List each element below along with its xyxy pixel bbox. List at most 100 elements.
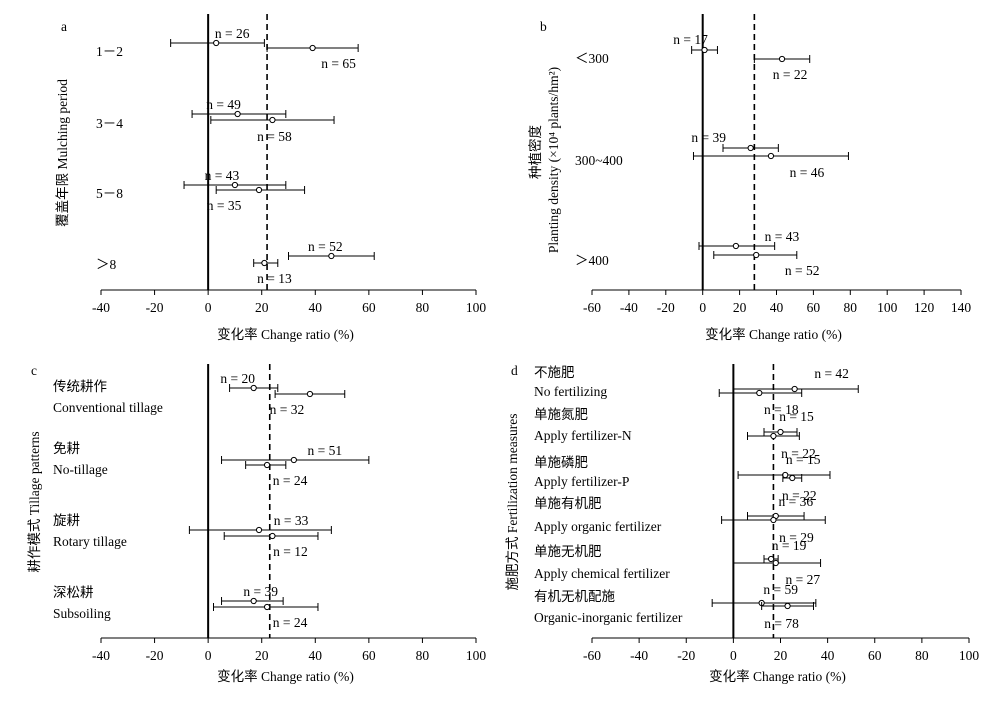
sample-size-label: n = 78 bbox=[764, 616, 799, 631]
x-tick-label: 60 bbox=[362, 300, 376, 315]
category-label: 单施有机肥 bbox=[534, 496, 602, 511]
x-tick-label: -40 bbox=[630, 648, 648, 663]
x-tick-label: -60 bbox=[583, 300, 601, 315]
sample-size-label: n = 43 bbox=[205, 168, 240, 183]
category-label: 单施无机肥 bbox=[534, 544, 602, 559]
sample-size-label: n = 24 bbox=[273, 615, 308, 630]
sample-size-label: n = 36 bbox=[778, 494, 813, 509]
mean-point bbox=[784, 602, 791, 610]
x-tick-label: 40 bbox=[309, 300, 323, 315]
category-label: 免耕 bbox=[53, 440, 80, 456]
sample-size-label: n = 39 bbox=[243, 584, 278, 599]
mean-point bbox=[701, 46, 708, 54]
mean-point bbox=[782, 471, 789, 479]
mean-point bbox=[263, 461, 271, 469]
sample-size-label: n = 32 bbox=[270, 402, 305, 417]
mean-point bbox=[767, 555, 775, 563]
category-label: ＞400 bbox=[575, 253, 609, 268]
y-axis-title: 覆盖年限 Mulching period bbox=[55, 79, 70, 227]
panel-c: c -40 -20 0 20 40 60 80 100 变化率 Change ratio (%) 耕… bbox=[26, 363, 486, 684]
x-tick-label: -20 bbox=[146, 300, 164, 315]
category-label: Apply chemical fertilizer bbox=[534, 566, 670, 581]
category-label: Subsoiling bbox=[53, 606, 111, 621]
x-tick-label: 140 bbox=[951, 300, 972, 315]
sample-size-label: n = 19 bbox=[772, 538, 807, 553]
y-axis-title: 种植密度 bbox=[527, 125, 543, 179]
category-label: Conventional tillage bbox=[53, 400, 163, 415]
category-label: No fertilizing bbox=[534, 384, 607, 399]
mean-point bbox=[309, 44, 316, 52]
x-tick-label: 40 bbox=[309, 648, 323, 663]
sample-size-label: n = 42 bbox=[814, 366, 849, 381]
sample-size-label: n = 29 bbox=[779, 530, 814, 545]
category-label: ＜300 bbox=[575, 51, 609, 66]
mean-point bbox=[770, 432, 777, 440]
x-tick-label: 80 bbox=[416, 648, 430, 663]
x-tick-label: 40 bbox=[821, 648, 835, 663]
mean-point bbox=[255, 186, 263, 194]
x-tick-label: -40 bbox=[620, 300, 638, 315]
mean-point bbox=[269, 116, 276, 124]
mean-point bbox=[290, 456, 297, 464]
x-tick-label: 0 bbox=[205, 648, 212, 663]
sample-size-label: n = 15 bbox=[779, 409, 814, 424]
x-tick-label: 0 bbox=[730, 648, 737, 663]
x-tick-label: 80 bbox=[915, 648, 929, 663]
x-tick-label: 80 bbox=[844, 300, 858, 315]
x-tick-label: 20 bbox=[733, 300, 747, 315]
x-tick-label: 60 bbox=[868, 648, 882, 663]
x-tick-label: 0 bbox=[699, 300, 706, 315]
panel-label: a bbox=[61, 19, 67, 34]
category-label: ＞8 bbox=[96, 257, 116, 272]
category-label: Apply fertilizer-P bbox=[534, 474, 629, 489]
x-tick-label: 120 bbox=[914, 300, 935, 315]
category-label: 3－4 bbox=[96, 116, 123, 131]
category-label: Rotary tillage bbox=[53, 534, 127, 549]
mean-point bbox=[753, 251, 760, 259]
sample-size-label: n = 12 bbox=[273, 544, 308, 559]
x-tick-label: -20 bbox=[657, 300, 675, 315]
panel-a: a -40 -20 0 20 40 60 80 100 变化率 Change ratio (%) 覆… bbox=[55, 14, 486, 342]
mean-point bbox=[306, 390, 314, 398]
panel-label: d bbox=[511, 363, 518, 378]
category-label: 单施氮肥 bbox=[534, 407, 588, 422]
sample-size-label: n = 52 bbox=[308, 239, 343, 254]
category-label: 1－2 bbox=[96, 44, 123, 59]
sample-size-label: n = 27 bbox=[785, 572, 820, 587]
x-tick-label: 20 bbox=[255, 300, 269, 315]
sample-size-label: n = 46 bbox=[790, 165, 825, 180]
sample-size-label: n = 49 bbox=[206, 97, 241, 112]
category-label: Apply fertilizer-N bbox=[534, 428, 632, 443]
sample-size-label: n = 35 bbox=[207, 198, 242, 213]
x-tick-label: 20 bbox=[774, 648, 788, 663]
panel-label: c bbox=[31, 363, 37, 378]
x-tick-label: -20 bbox=[146, 648, 164, 663]
x-tick-label: -40 bbox=[92, 648, 110, 663]
x-tick-label: 100 bbox=[959, 648, 980, 663]
x-tick-label: -20 bbox=[677, 648, 695, 663]
x-tick-label: 0 bbox=[205, 300, 212, 315]
x-tick-label: -40 bbox=[92, 300, 110, 315]
sample-size-label: n = 33 bbox=[274, 513, 309, 528]
mean-point bbox=[789, 474, 796, 482]
mean-point bbox=[778, 55, 786, 63]
sample-size-label: n = 22 bbox=[781, 446, 816, 461]
sample-size-label: n = 13 bbox=[257, 271, 292, 286]
sample-size-label: n = 24 bbox=[273, 473, 308, 488]
category-label: 深松耕 bbox=[53, 584, 94, 600]
panel-d: d -60 -40 -20 0 20 40 60 80 100 变化率 Change ratio (… bbox=[505, 363, 979, 684]
sample-size-label: n = 17 bbox=[673, 32, 708, 47]
mean-point bbox=[250, 384, 257, 392]
x-axis-title: 变化率 Change ratio (%) bbox=[709, 668, 846, 684]
sample-size-label: n = 39 bbox=[691, 130, 726, 145]
x-tick-label: 100 bbox=[466, 648, 487, 663]
x-axis-title: 变化率 Change ratio (%) bbox=[217, 668, 354, 684]
category-label: 300~400 bbox=[575, 153, 623, 168]
sample-size-label: n = 58 bbox=[257, 129, 292, 144]
mean-point bbox=[756, 389, 763, 397]
category-label: 5－8 bbox=[96, 186, 123, 201]
x-tick-label: 80 bbox=[416, 300, 430, 315]
mean-point bbox=[269, 532, 276, 540]
sample-size-label: n = 59 bbox=[763, 582, 798, 597]
panel-label: b bbox=[540, 19, 547, 34]
